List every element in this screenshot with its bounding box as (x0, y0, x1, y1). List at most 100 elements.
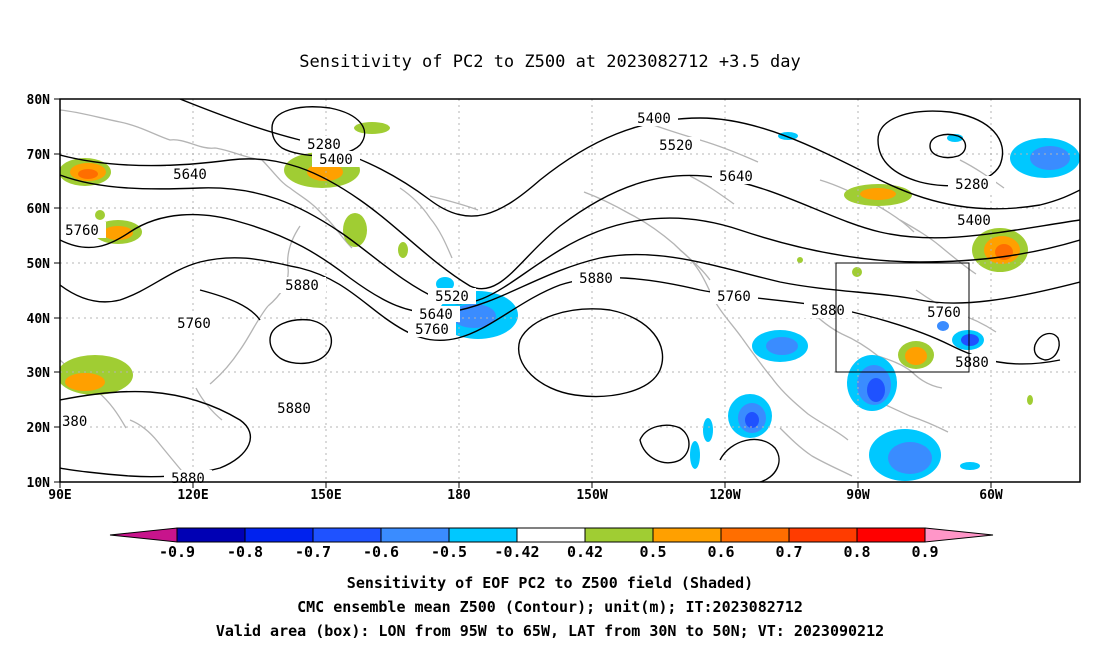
colorbar-under-triangle (109, 527, 178, 543)
z500-contours (60, 99, 1080, 482)
contour-label: 5760 (170, 315, 218, 332)
svg-text:5880: 5880 (171, 471, 205, 487)
colorbar-label: 0.7 (775, 543, 802, 561)
colorbar-segment (788, 527, 858, 543)
colorbar-label: -0.6 (363, 543, 399, 561)
colorbar (109, 527, 994, 543)
colorbar-segment (652, 527, 722, 543)
lon-label: 150W (576, 488, 607, 503)
longitude-labels: 90E 120E 150E 180 150W 120W 90W 60W (48, 488, 1003, 503)
contour-label: 5880 (804, 302, 852, 319)
svg-text:5280: 5280 (955, 177, 989, 193)
contour-label: 5280 (300, 136, 348, 153)
lat-label: 40N (27, 312, 51, 327)
lat-label: 80N (27, 93, 51, 108)
contour-label: 5640 (712, 168, 760, 185)
lon-label: 180 (447, 488, 471, 503)
lat-label: 50N (27, 257, 51, 272)
svg-text:5520: 5520 (659, 138, 693, 154)
colorbar-label: -0.5 (431, 543, 467, 561)
colorbar-segment (720, 527, 790, 543)
contour-label: 5400 (312, 151, 360, 168)
contour-label: 5520 (428, 288, 476, 305)
svg-text:5280: 5280 (307, 137, 341, 153)
lat-label: 20N (27, 421, 51, 436)
lat-label: 70N (27, 148, 51, 163)
lat-label: 30N (27, 366, 51, 381)
colorbar-segment (516, 527, 586, 543)
svg-text:5760: 5760 (717, 289, 751, 305)
lon-label: 150E (310, 488, 341, 503)
map-frame (59, 98, 1081, 483)
colorbar-label: 0.9 (911, 543, 938, 561)
lon-label: 120W (709, 488, 740, 503)
svg-text:380: 380 (62, 414, 87, 430)
svg-text:5760: 5760 (65, 223, 99, 239)
graticule (60, 99, 1080, 482)
colorbar-label: 0.6 (707, 543, 734, 561)
contour-label: 5880 (948, 354, 996, 371)
colorbar-label: -0.9 (159, 543, 195, 561)
colorbar-segment (312, 527, 382, 543)
captions: Sensitivity of EOF PC2 to Z500 field (Sh… (216, 574, 884, 640)
contour-label: 5280 (948, 176, 996, 193)
map-background (60, 99, 1080, 482)
latitude-axis (54, 98, 60, 483)
colorbar-segment (856, 527, 926, 543)
svg-text:5640: 5640 (719, 169, 753, 185)
lon-label: 60W (979, 488, 1003, 503)
longitude-axis (59, 482, 992, 488)
svg-text:5880: 5880 (955, 355, 989, 371)
lat-label: 10N (27, 476, 51, 491)
contour-label: 5640 (412, 306, 460, 323)
contour-label: 5880 (270, 400, 318, 417)
colorbar-segment (448, 527, 518, 543)
svg-text:5760: 5760 (927, 305, 961, 321)
svg-text:5400: 5400 (637, 111, 671, 127)
colorbar-segment (584, 527, 654, 543)
lat-label: 60N (27, 202, 51, 217)
contour-label: 5760 (920, 304, 968, 321)
contour-label: 5400 (950, 212, 998, 229)
colorbar-labels: -0.9 -0.8 -0.7 -0.6 -0.5 -0.42 0.42 0.5 … (159, 543, 939, 561)
map-title: Sensitivity of PC2 to Z500 at 2023082712… (299, 52, 801, 72)
map-panel: 5400 5520 5640 5280 5400 5640 5760 5880 … (58, 98, 1081, 487)
sensitivity-shading (60, 122, 1080, 481)
contour-label: 5880 (572, 270, 620, 287)
svg-text:5880: 5880 (811, 303, 845, 319)
svg-text:5880: 5880 (285, 278, 319, 294)
contour-label: 5880 (278, 277, 326, 294)
svg-text:5880: 5880 (579, 271, 613, 287)
svg-text:5400: 5400 (319, 152, 353, 168)
contour-label: 5880 (164, 470, 212, 487)
svg-text:5640: 5640 (173, 167, 207, 183)
svg-text:5760: 5760 (177, 316, 211, 332)
contour-label: 5400 (630, 110, 678, 127)
lon-label: 90W (846, 488, 870, 503)
svg-text:5760: 5760 (415, 322, 449, 338)
svg-text:5880: 5880 (277, 401, 311, 417)
colorbar-label: 0.42 (567, 543, 603, 561)
contour-label: 5760 (408, 321, 456, 338)
contour-label: 5760 (710, 288, 758, 305)
caption-line-2: CMC ensemble mean Z500 (Contour); unit(m… (297, 598, 803, 616)
svg-text:5520: 5520 (435, 289, 469, 305)
svg-text:5640: 5640 (419, 307, 453, 323)
contour-label: 380 (60, 413, 88, 430)
colorbar-label: 0.5 (639, 543, 666, 561)
positive-shading (60, 122, 1033, 405)
latitude-labels: 80N 70N 60N 50N 40N 30N 20N 10N (27, 93, 51, 491)
colorbar-label: -0.7 (295, 543, 331, 561)
valid-area-box (835, 262, 970, 373)
lon-label: 90E (48, 488, 71, 503)
colorbar-over-triangle (924, 527, 994, 543)
colorbar-label: 0.8 (843, 543, 870, 561)
contour-label: 5520 (652, 137, 700, 154)
colorbar-segment (244, 527, 314, 543)
colorbar-segment (176, 527, 246, 543)
caption-line-1: Sensitivity of EOF PC2 to Z500 field (Sh… (347, 574, 753, 592)
colorbar-segment (380, 527, 450, 543)
svg-text:5400: 5400 (957, 213, 991, 229)
caption-line-3: Valid area (box): LON from 95W to 65W, L… (216, 622, 884, 640)
